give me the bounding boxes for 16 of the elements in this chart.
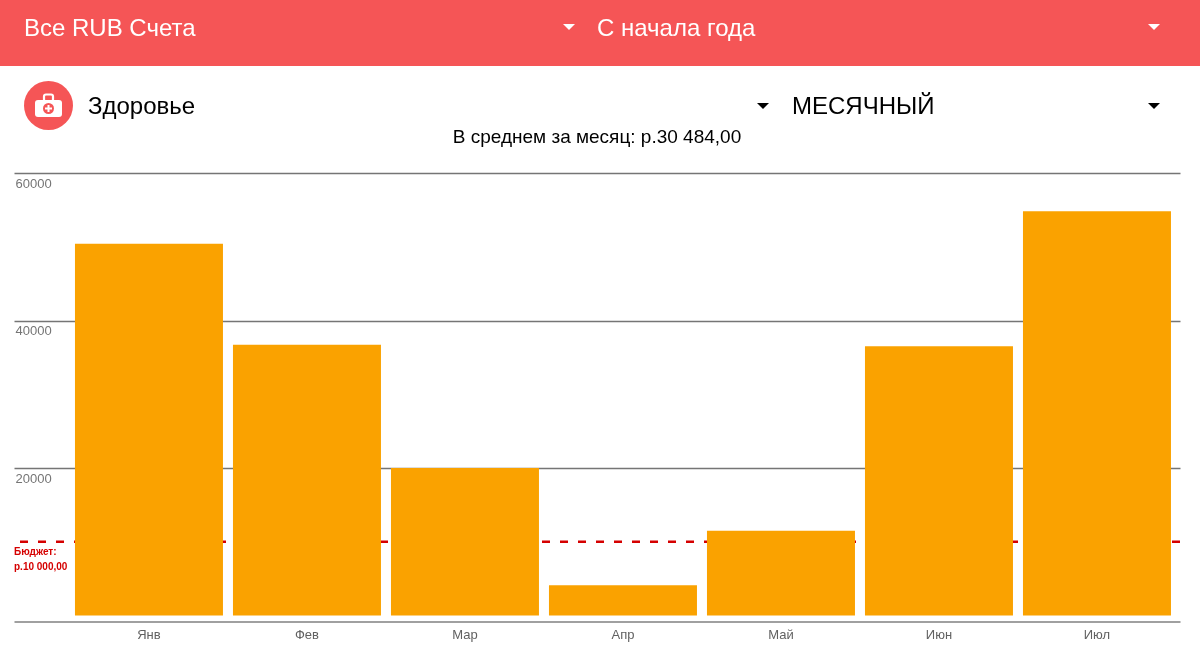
x-tick-label: Янв bbox=[137, 627, 161, 642]
x-tick-label: Июл bbox=[1083, 627, 1111, 642]
text: С начала года bbox=[597, 14, 756, 42]
x-tick-label: Июн bbox=[925, 627, 953, 642]
text: МЕСЯЧНЫЙ bbox=[792, 92, 935, 120]
y-tick-label: 20000 bbox=[15, 470, 52, 486]
x-tick-label: Май bbox=[768, 627, 794, 642]
x-tick-label: Фев bbox=[294, 627, 320, 642]
text: Здоровье bbox=[88, 92, 196, 120]
chart-title: В среднем за месяц: р.30 484,00 bbox=[452, 126, 742, 147]
ref-line-label: Бюджет: р.10 000,00 bbox=[14, 545, 68, 572]
y-tick-label: 40000 bbox=[15, 323, 52, 338]
x-tick-label: Апр bbox=[611, 627, 635, 642]
x-tick-label: Мар bbox=[452, 627, 478, 642]
text: Все RUB Счета bbox=[24, 14, 196, 42]
y-tick-label: 60000 bbox=[15, 175, 52, 191]
